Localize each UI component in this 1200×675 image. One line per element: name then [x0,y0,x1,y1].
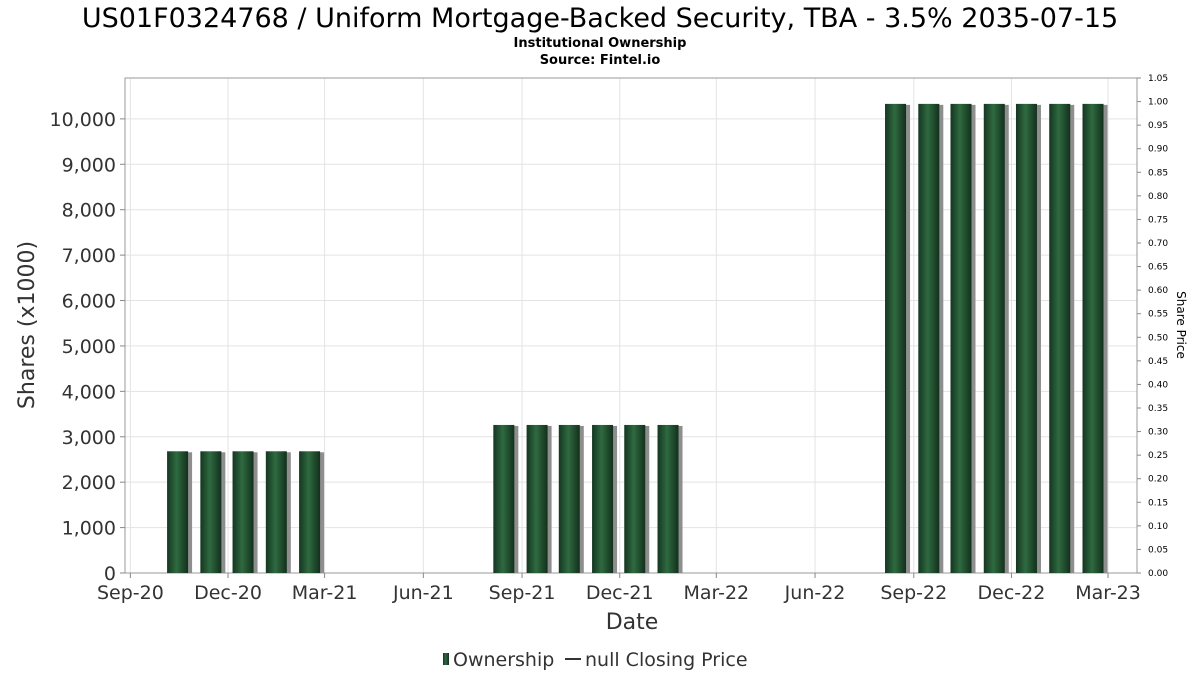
x-tick-label: Dec-21 [586,582,654,604]
ownership-bar-body [493,424,515,573]
x-tick-label: Sep-22 [880,582,947,604]
y2-tick-label: 0.45 [1148,357,1168,367]
ownership-bar-body [592,424,614,573]
ownership-bar-body [167,451,189,573]
y2-tick-label: 0.40 [1148,380,1168,390]
ownership-bar [265,451,291,573]
ownership-bar [983,103,1009,574]
legend: Ownership null Closing Price [443,649,748,671]
ownership-bar-body [950,103,972,574]
y2-tick-label: 0.00 [1148,569,1168,579]
y-tick-label: 7,000 [62,245,116,267]
y2-tick-label: 0.30 [1148,428,1168,438]
ownership-bar [657,424,683,573]
y2-tick-label: 1.05 [1148,74,1168,84]
ownership-bar [1049,103,1075,574]
x-tick-label: Sep-21 [489,582,556,604]
y2-tick-label: 0.65 [1148,263,1168,273]
ownership-bar-body [1082,103,1104,574]
y2-tick-label: 0.50 [1148,333,1168,343]
y2-tick-label: 0.60 [1148,286,1168,296]
legend-ownership-swatch [443,653,449,665]
x-tick-label: Mar-21 [292,582,358,604]
y2-tick-label: 0.20 [1148,475,1168,485]
chart-title: US01F0324768 / Uniform Mortgage-Backed S… [82,3,1118,34]
legend-ownership-label: Ownership [453,649,554,671]
chart-subtitle-line-1: Institutional Ownership [514,36,687,51]
ownership-bar [885,103,911,574]
y2-tick-label: 0.55 [1148,310,1168,320]
y2-tick-label: 0.05 [1148,545,1168,555]
ownership-bar [232,451,258,573]
y2-tick-label: 0.25 [1148,451,1168,461]
ownership-bar [1082,103,1108,574]
y-tick-label: 1,000 [62,518,116,540]
y-tick-label: 9,000 [62,154,116,176]
x-tick-label: Dec-22 [978,582,1046,604]
ownership-bar-body [232,451,254,573]
x-tick-label: Jun-22 [784,582,846,604]
y2-tick-label: 0.35 [1148,404,1168,414]
ownership-bar [918,103,944,574]
ownership-bar-body [983,103,1005,574]
ownership-bar [1015,103,1041,574]
x-axis: Sep-20 Dec-20 Mar-21 Jun-21 Sep-21 Dec-21 Mar-… [97,573,1141,604]
ownership-bar-body [200,451,222,573]
ownership-bar-body [526,424,548,573]
grid [125,78,1137,574]
y-tick-label: 5,000 [62,336,116,358]
ownership-bar [493,424,519,573]
y2-tick-label: 0.95 [1148,121,1168,131]
y2-tick-label: 0.15 [1148,498,1168,508]
bars [167,103,1108,574]
x-tick-label: Mar-23 [1075,582,1141,604]
ownership-bar-body [299,451,321,573]
ownership-bar-body [265,451,287,573]
ownership-bar [167,451,193,573]
ownership-bar-body [1049,103,1071,574]
y-axis: 0 1,000 2,000 3,000 4,000 5,000 6,000 7,000 8,00… [50,109,125,585]
y2-axis-label: Share Price [1174,291,1188,359]
ownership-bar-body [558,424,580,573]
ownership-bar [592,424,618,573]
y2-tick-label: 0.75 [1148,215,1168,225]
y-tick-label: 0 [104,563,116,585]
y-axis-label: Shares (x1000) [15,241,40,409]
y-tick-label: 2,000 [62,472,116,494]
ownership-bar [299,451,325,573]
y-tick-label: 8,000 [62,200,116,222]
x-axis-label: Date [606,610,659,635]
ownership-bar-body [657,424,679,573]
y2-tick-label: 0.80 [1148,192,1168,202]
legend-price-label: null Closing Price [585,649,748,671]
y-tick-label: 3,000 [62,427,116,449]
ownership-bar [558,424,584,573]
x-tick-label: Mar-22 [683,582,749,604]
y2-tick-label: 0.10 [1148,522,1168,532]
ownership-bar-body [918,103,940,574]
chart-subtitle-line-2: Source: Fintel.io [540,53,661,68]
y2-axis: 0.00 0.05 0.10 0.15 0.20 0.25 0.30 0.35 0.40 0.45… [1137,74,1168,579]
y2-tick-label: 0.70 [1148,239,1168,249]
ownership-bar-body [885,103,907,574]
ownership-bar [624,424,650,573]
y2-tick-label: 0.90 [1148,145,1168,155]
ownership-bar-body [1015,103,1037,574]
y2-tick-label: 0.85 [1148,168,1168,178]
y-tick-label: 10,000 [50,109,116,131]
x-tick-label: Jun-21 [392,582,454,604]
ownership-bar [200,451,226,573]
ownership-bar [950,103,976,574]
y2-tick-label: 1.00 [1148,98,1168,108]
ownership-bar-body [624,424,646,573]
ownership-bar [526,424,552,573]
y-tick-label: 6,000 [62,291,116,313]
x-tick-label: Dec-20 [194,582,262,604]
x-tick-label: Sep-20 [97,582,164,604]
y-tick-label: 4,000 [62,381,116,403]
